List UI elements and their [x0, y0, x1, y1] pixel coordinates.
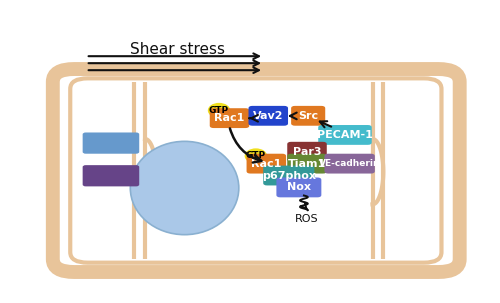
- Text: GTP: GTP: [246, 152, 266, 160]
- FancyBboxPatch shape: [318, 125, 372, 145]
- FancyBboxPatch shape: [276, 178, 322, 197]
- Text: GTP: GTP: [209, 106, 229, 115]
- Text: Nox: Nox: [287, 182, 311, 192]
- FancyBboxPatch shape: [287, 142, 327, 161]
- FancyBboxPatch shape: [210, 108, 250, 128]
- FancyBboxPatch shape: [53, 69, 460, 272]
- Text: Tiam1: Tiam1: [288, 159, 326, 169]
- Text: Par3: Par3: [293, 147, 322, 157]
- FancyBboxPatch shape: [248, 106, 288, 126]
- Text: Shear stress: Shear stress: [130, 42, 226, 57]
- Text: p67phox: p67phox: [262, 171, 316, 181]
- Text: Src: Src: [298, 111, 318, 121]
- Text: VE-cadherin: VE-cadherin: [319, 159, 380, 168]
- FancyBboxPatch shape: [287, 154, 327, 174]
- FancyBboxPatch shape: [246, 154, 286, 174]
- Text: ROS: ROS: [295, 214, 318, 224]
- FancyBboxPatch shape: [82, 165, 139, 186]
- FancyBboxPatch shape: [82, 132, 139, 154]
- Text: Rac1: Rac1: [251, 159, 282, 169]
- Text: Rac1: Rac1: [214, 113, 244, 123]
- Text: Vav2: Vav2: [253, 111, 284, 121]
- Text: PECAM-1: PECAM-1: [317, 130, 373, 140]
- FancyBboxPatch shape: [263, 166, 314, 185]
- Ellipse shape: [208, 103, 231, 118]
- Ellipse shape: [244, 148, 267, 164]
- FancyBboxPatch shape: [324, 154, 375, 174]
- FancyBboxPatch shape: [291, 106, 325, 126]
- Ellipse shape: [130, 141, 239, 235]
